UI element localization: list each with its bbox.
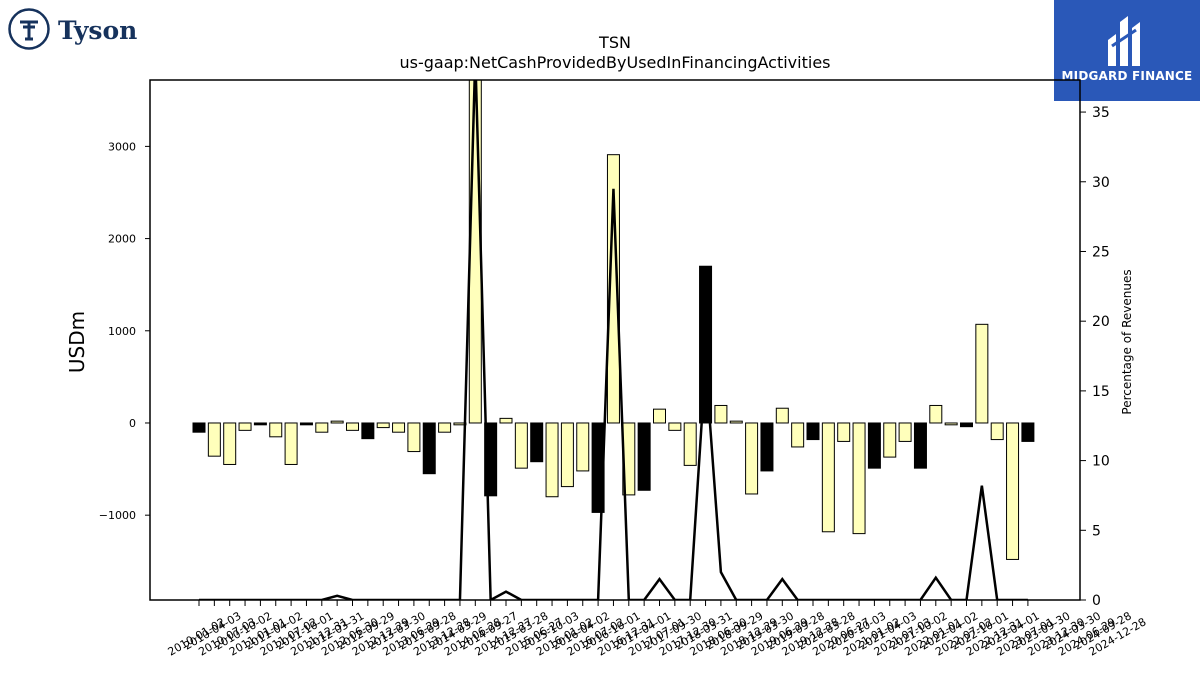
y-tick-label: 3000 xyxy=(108,140,136,153)
bar-2021-10-02 xyxy=(913,422,927,469)
bar-2011-01-01 xyxy=(253,422,267,426)
bar-2018-09-29 xyxy=(729,420,743,424)
bar-2021-01-02 xyxy=(867,422,881,469)
bar-2016-10-01 xyxy=(606,154,620,424)
y-tick-label: 0 xyxy=(129,417,136,430)
bar-2021-07-03 xyxy=(898,422,912,442)
bar-2012-06-30 xyxy=(346,422,359,431)
bar-2020-06-27 xyxy=(837,422,851,442)
y2-tick-label: 35 xyxy=(1092,105,1110,121)
bar-2013-06-29 xyxy=(407,422,421,453)
y2-tick-label: 30 xyxy=(1092,175,1110,191)
tyson-wordmark: Tyson xyxy=(58,16,138,45)
bar-2010-01-02 xyxy=(192,422,206,433)
bar-2011-04-02 xyxy=(269,422,283,438)
y-tick-label: 1000 xyxy=(108,325,136,338)
y-tick-label: −1000 xyxy=(99,509,136,522)
y2-tick-label: 10 xyxy=(1092,454,1110,470)
bar-2018-03-31 xyxy=(699,265,713,424)
bar-2015-10-03 xyxy=(545,422,559,498)
bar-2022-07-02 xyxy=(960,422,973,428)
bar-2017-12-30 xyxy=(683,422,697,466)
bar-2022-10-01 xyxy=(975,323,989,424)
y2-axis-label: Percentage of Revenues xyxy=(1120,269,1134,414)
bar-2017-04-01 xyxy=(637,422,651,491)
plot-frame xyxy=(149,79,1081,601)
midgard-emblem-icon xyxy=(1108,16,1140,66)
bar-2021-04-03 xyxy=(883,422,897,458)
x-axis: 2010-01-022010-07-032011-01-012011-07-02… xyxy=(166,600,1149,659)
bar-2013-03-30 xyxy=(392,422,406,433)
bar-series xyxy=(192,80,1035,560)
bar-2023-04-01 xyxy=(1006,422,1020,560)
bar-2011-12-31 xyxy=(315,422,329,433)
y2-tick-label: 5 xyxy=(1092,523,1101,539)
bar-2023-07-01 xyxy=(1021,422,1035,442)
bar-2012-12-29 xyxy=(376,422,390,429)
bar-2014-12-27 xyxy=(499,417,513,424)
tyson-emblem-icon xyxy=(8,8,50,50)
bar-2020-03-28 xyxy=(821,422,835,533)
bar-2016-04-02 xyxy=(576,422,590,472)
y-axis-label: USDm xyxy=(65,311,89,373)
midgard-wordmark: MIDGARD FINANCE xyxy=(1061,69,1193,83)
bar-2012-03-31 xyxy=(330,420,344,424)
y2-axis: 0 5 10 15 20 25 30 35 xyxy=(1080,105,1110,609)
bar-2019-12-28 xyxy=(806,422,820,441)
y2-tick-label: 0 xyxy=(1092,593,1101,609)
bar-2010-07-03 xyxy=(223,422,237,465)
bar-2022-12-31 xyxy=(990,422,1004,441)
chart-title: TSN xyxy=(598,33,631,52)
y-axis: −1000 0 1000 2000 3000 xyxy=(99,140,150,522)
bar-2019-09-28 xyxy=(791,422,805,448)
bar-2022-04-02 xyxy=(944,422,958,426)
tyson-logo: Tyson xyxy=(8,8,148,54)
bar-2018-06-30 xyxy=(714,404,728,424)
bar-2011-07-02 xyxy=(284,422,298,465)
bar-2019-06-29 xyxy=(775,407,789,424)
bar-2020-10-03 xyxy=(852,422,866,535)
bar-2010-10-02 xyxy=(238,422,252,431)
bar-2012-09-29 xyxy=(361,422,375,440)
y2-tick-label: 25 xyxy=(1092,244,1110,260)
percentage-of-revenues-line xyxy=(199,80,1028,600)
bar-2010-04-03 xyxy=(207,422,221,457)
bar-2013-09-28 xyxy=(422,422,436,475)
y-tick-label: 2000 xyxy=(108,233,136,246)
bar-2018-12-29 xyxy=(745,422,759,495)
midgard-finance-logo: MIDGARD FINANCE xyxy=(1054,0,1200,101)
bar-2013-12-28 xyxy=(438,422,452,433)
percentage-line-series xyxy=(199,80,1028,600)
bar-2015-06-27 xyxy=(530,422,544,463)
bar-2016-01-02 xyxy=(560,422,574,488)
bar-2011-10-01 xyxy=(299,422,313,426)
bar-2019-03-30 xyxy=(760,422,774,472)
bar-2017-09-30 xyxy=(668,422,682,431)
bar-2022-01-01 xyxy=(929,404,943,424)
y2-tick-label: 20 xyxy=(1092,314,1110,330)
bar-2017-07-01 xyxy=(653,408,666,424)
y2-tick-label: 15 xyxy=(1092,384,1110,400)
bar-2015-03-28 xyxy=(514,422,528,469)
chart-subtitle: us-gaap:NetCashProvidedByUsedInFinancing… xyxy=(399,53,830,72)
